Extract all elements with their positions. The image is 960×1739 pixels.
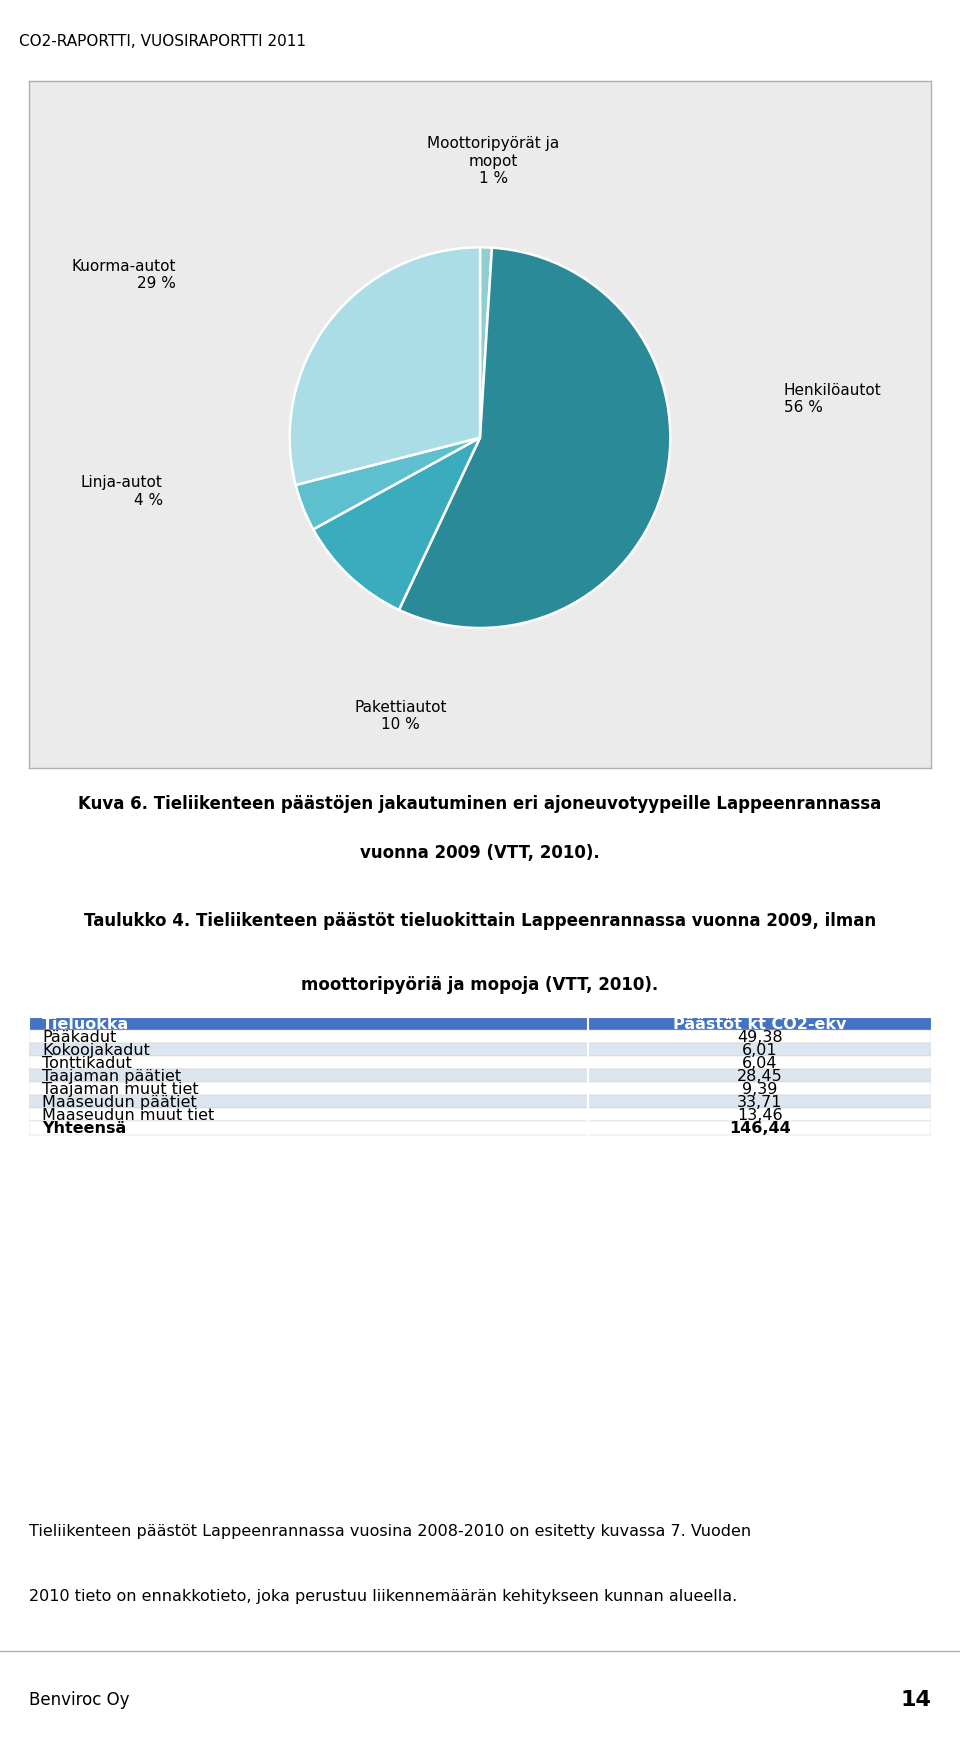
Text: 28,45: 28,45 xyxy=(737,1068,782,1083)
Text: 33,71: 33,71 xyxy=(737,1096,782,1109)
Bar xyxy=(29,1031,931,1043)
Text: 14: 14 xyxy=(900,1689,931,1709)
Text: Tieluokka: Tieluokka xyxy=(42,1016,130,1031)
Text: 49,38: 49,38 xyxy=(737,1029,782,1045)
Text: Tonttikadut: Tonttikadut xyxy=(42,1056,132,1071)
Bar xyxy=(29,1096,931,1109)
Bar xyxy=(29,1122,931,1136)
Text: 6,04: 6,04 xyxy=(742,1056,778,1071)
Text: Benviroc Oy: Benviroc Oy xyxy=(29,1690,130,1708)
Text: Taajaman päätiet: Taajaman päätiet xyxy=(42,1068,181,1083)
Bar xyxy=(29,1109,931,1122)
Text: CO2-RAPORTTI, VUOSIRAPORTTI 2011: CO2-RAPORTTI, VUOSIRAPORTTI 2011 xyxy=(19,35,306,49)
Text: 9,39: 9,39 xyxy=(742,1082,778,1097)
Text: Kuorma-autot
29 %: Kuorma-autot 29 % xyxy=(71,259,176,290)
Bar xyxy=(29,1057,931,1069)
Bar xyxy=(29,1017,931,1031)
Text: Moottoripyörät ja
mopot
1 %: Moottoripyörät ja mopot 1 % xyxy=(427,136,560,186)
Wedge shape xyxy=(313,438,480,610)
Text: Kokoojakadut: Kokoojakadut xyxy=(42,1042,150,1057)
Text: Taajaman muut tiet: Taajaman muut tiet xyxy=(42,1082,199,1097)
Text: moottoripyöriä ja mopoja (VTT, 2010).: moottoripyöriä ja mopoja (VTT, 2010). xyxy=(301,976,659,993)
Text: Maaseudun muut tiet: Maaseudun muut tiet xyxy=(42,1108,215,1123)
Bar xyxy=(29,1043,931,1057)
Text: Pakettiautot
10 %: Pakettiautot 10 % xyxy=(354,699,447,732)
Text: vuonna 2009 (VTT, 2010).: vuonna 2009 (VTT, 2010). xyxy=(360,843,600,863)
Wedge shape xyxy=(290,249,480,485)
Text: Päästöt kt CO2-ekv: Päästöt kt CO2-ekv xyxy=(673,1016,847,1031)
Text: Taulukko 4. Tieliikenteen päästöt tieluokittain Lappeenrannassa vuonna 2009, ilm: Taulukko 4. Tieliikenteen päästöt tieluo… xyxy=(84,911,876,930)
Text: Pääkadut: Pääkadut xyxy=(42,1029,117,1045)
Bar xyxy=(29,1083,931,1096)
Text: Kuva 6. Tieliikenteen päästöjen jakautuminen eri ajoneuvotyypeille Lappeenrannas: Kuva 6. Tieliikenteen päästöjen jakautum… xyxy=(79,795,881,812)
Text: Tieliikenteen päästöt Lappeenrannassa vuosina 2008-2010 on esitetty kuvassa 7. V: Tieliikenteen päästöt Lappeenrannassa vu… xyxy=(29,1523,751,1537)
Wedge shape xyxy=(399,249,670,628)
Text: Linja-autot
4 %: Linja-autot 4 % xyxy=(81,475,163,508)
Wedge shape xyxy=(296,438,480,530)
Text: Yhteensä: Yhteensä xyxy=(42,1122,127,1136)
Bar xyxy=(29,1069,931,1083)
Wedge shape xyxy=(480,249,492,438)
Text: 2010 tieto on ennakkotieto, joka perustuu liikennemäärän kehitykseen kunnan alue: 2010 tieto on ennakkotieto, joka perustu… xyxy=(29,1588,737,1603)
Text: Maaseudun päätiet: Maaseudun päätiet xyxy=(42,1096,197,1109)
Text: 13,46: 13,46 xyxy=(737,1108,782,1123)
Text: 6,01: 6,01 xyxy=(742,1042,778,1057)
Text: 146,44: 146,44 xyxy=(729,1122,791,1136)
Text: Henkilöautot
56 %: Henkilöautot 56 % xyxy=(784,383,881,416)
